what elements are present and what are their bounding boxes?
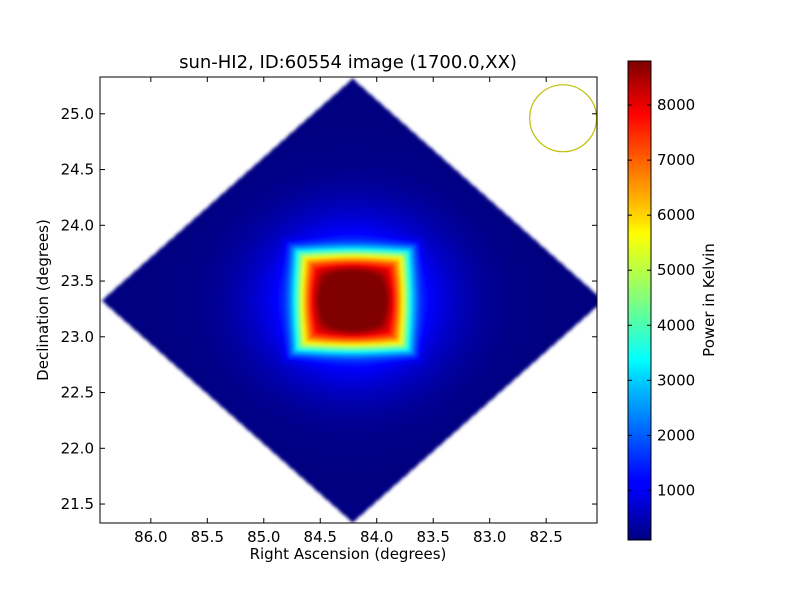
y-tick-label: 23.5 [61, 272, 94, 290]
x-tick-label: 83.5 [417, 528, 450, 546]
colorbar-tick-label: 4000 [657, 316, 695, 334]
plot-area [101, 78, 597, 523]
x-tick-label: 85.5 [191, 528, 224, 546]
y-tick-label: 21.5 [61, 495, 94, 513]
colorbar-label: Power in Kelvin [700, 243, 718, 357]
colorbar-tick-label: 8000 [657, 96, 695, 114]
chart-title: sun-HI2, ID:60554 image (1700.0,XX) [179, 52, 517, 73]
colorbar-tick-label: 6000 [657, 206, 695, 224]
x-tick-label: 86.0 [134, 528, 167, 546]
y-tick-label: 25.0 [61, 105, 94, 123]
y-axis-label: Declination (degrees) [34, 219, 52, 381]
colorbar-ticks: 1000 2000 3000 4000 5000 6000 7000 8000 [628, 96, 695, 499]
colorbar-tick-label: 5000 [657, 261, 695, 279]
heatmap-image [101, 78, 597, 523]
x-tick-label: 83.0 [473, 528, 506, 546]
plot-frame [99, 76, 598, 524]
colorbar-tick-label: 2000 [657, 426, 695, 444]
x-axis-ticks: 86.0 85.5 85.0 84.5 84.0 83.5 83.0 82.5 [134, 77, 563, 546]
x-tick-label: 84.5 [304, 528, 337, 546]
y-tick-label: 22.0 [61, 439, 94, 457]
colorbar-tick-label: 3000 [657, 371, 695, 389]
y-tick-label: 23.0 [61, 328, 94, 346]
x-tick-label: 84.0 [360, 528, 393, 546]
y-tick-label: 22.5 [61, 384, 94, 402]
colorbar-tick-label: 7000 [657, 151, 695, 169]
y-tick-label: 24.5 [61, 161, 94, 179]
colorbar [627, 60, 652, 541]
x-axis-label: Right Ascension (degrees) [250, 545, 447, 563]
y-tick-label: 24.0 [61, 216, 94, 234]
y-axis-ticks: 21.5 22.0 22.5 23.0 23.5 24.0 24.5 25.0 [61, 105, 597, 513]
x-tick-label: 85.0 [247, 528, 280, 546]
x-tick-label: 82.5 [529, 528, 562, 546]
colorbar-tick-label: 1000 [657, 481, 695, 499]
